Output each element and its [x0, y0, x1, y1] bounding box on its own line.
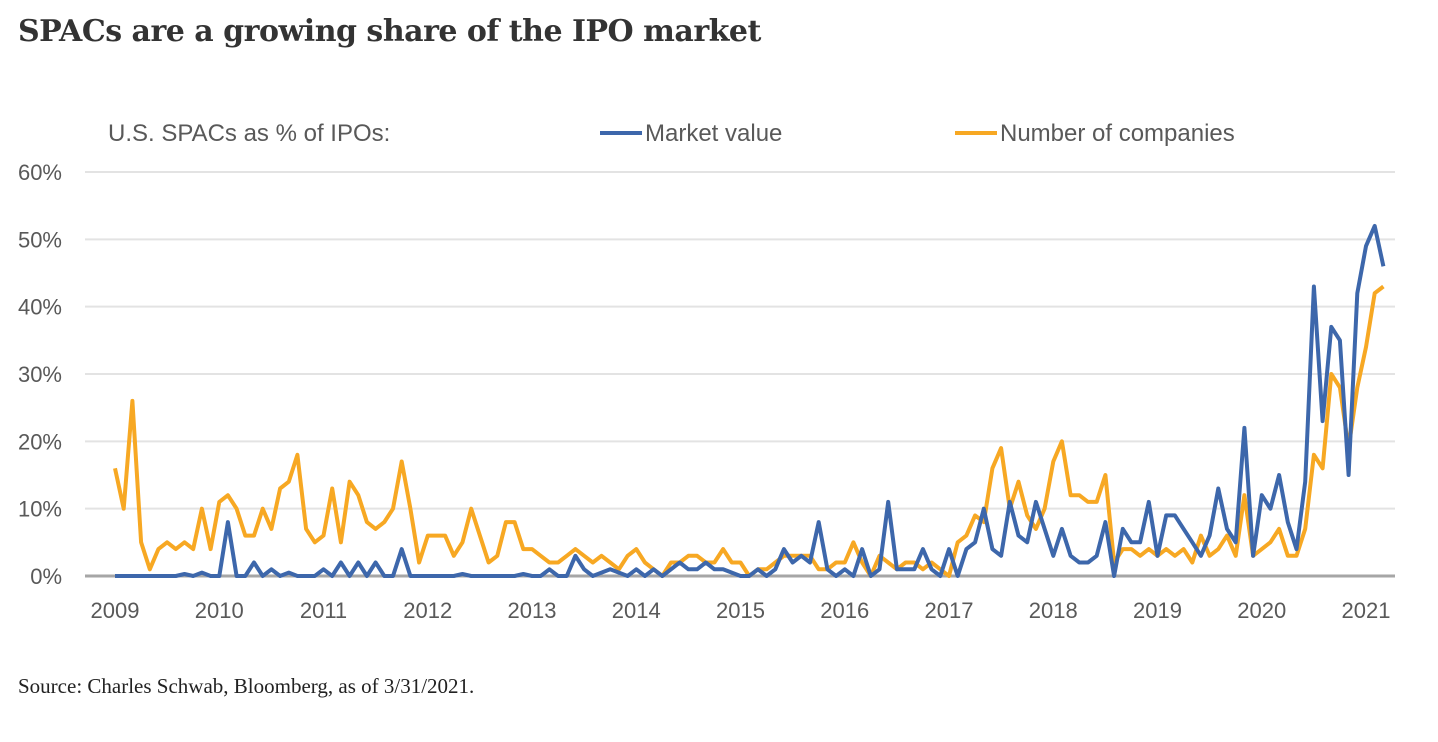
x-tick-label: 2010 — [195, 598, 244, 623]
x-axis-ticks: 2009 2010 2011 2012 2013 2014 2015 2016 2017 2018… — [91, 598, 1391, 623]
chart-title: SPACs are a growing share of the IPO mar… — [18, 14, 761, 49]
x-tick-label: 2017 — [925, 598, 974, 623]
y-axis-ticks: 0% 10% 20% 30% 40% 50% 60% — [18, 160, 62, 589]
y-tick-label: 20% — [18, 429, 62, 454]
legend-label-market-value: Market value — [645, 120, 782, 147]
legend-label-number-of-companies: Number of companies — [1000, 120, 1235, 147]
series-lines — [113, 223, 1386, 578]
x-tick-label: 2019 — [1133, 598, 1182, 623]
gridlines — [85, 171, 1395, 578]
y-tick-label: 0% — [30, 564, 62, 589]
x-tick-label: 2012 — [403, 598, 452, 623]
x-tick-label: 2015 — [716, 598, 765, 623]
x-tick-label: 2011 — [300, 598, 347, 623]
legend-title: U.S. SPACs as % of IPOs: — [108, 120, 390, 147]
x-tick-label: 2020 — [1237, 598, 1286, 623]
y-tick-label: 10% — [18, 497, 62, 522]
x-tick-label: 2016 — [820, 598, 869, 623]
y-tick-label: 30% — [18, 362, 62, 387]
x-tick-label: 2018 — [1029, 598, 1078, 623]
x-tick-label: 2009 — [91, 598, 140, 623]
x-tick-label: 2021 — [1342, 598, 1391, 623]
number-of-companies-line — [113, 284, 1385, 578]
y-tick-label: 60% — [18, 160, 62, 185]
source-note: Source: Charles Schwab, Bloomberg, as of… — [18, 674, 475, 698]
x-tick-label: 2013 — [508, 598, 557, 623]
legend: U.S. SPACs as % of IPOs: Market value Nu… — [108, 120, 1235, 147]
y-tick-label: 40% — [18, 295, 62, 320]
market-value-line — [115, 223, 1386, 578]
x-tick-label: 2014 — [612, 598, 661, 623]
y-tick-label: 50% — [18, 227, 62, 252]
